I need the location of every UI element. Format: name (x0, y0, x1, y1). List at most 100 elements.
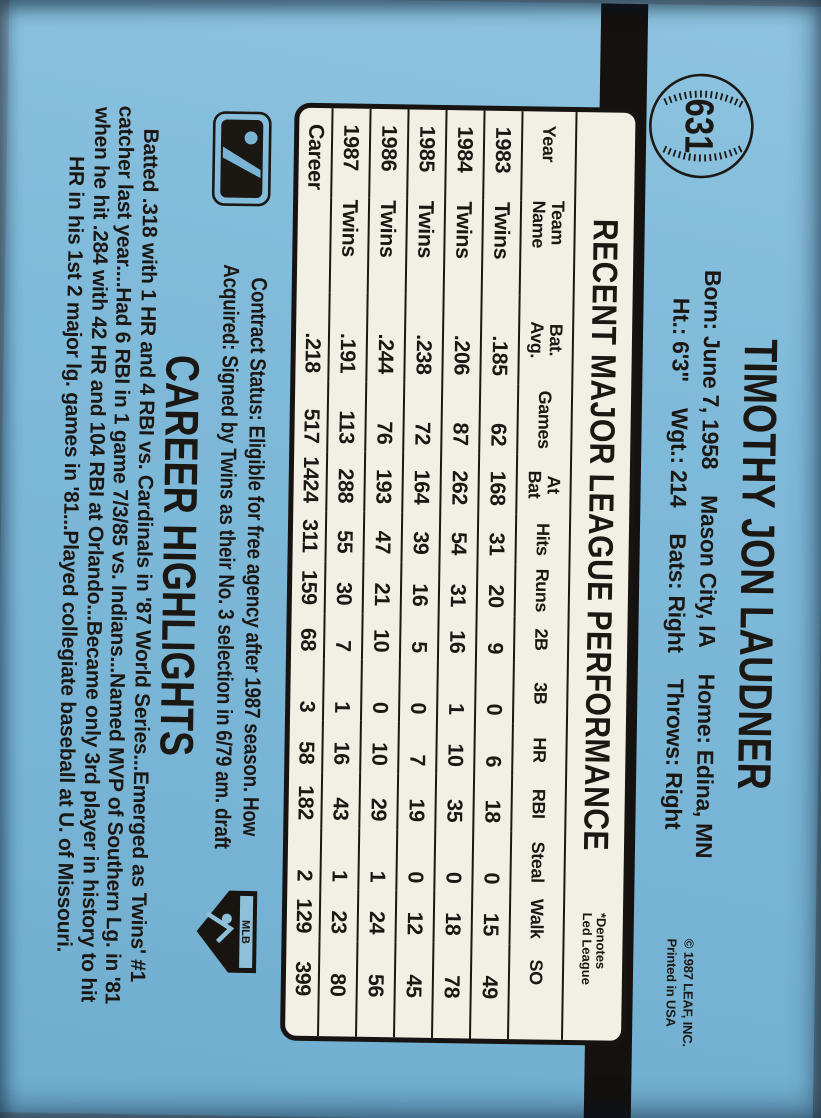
bio-birthplace: Mason City, IA (693, 494, 723, 648)
stats-cell: 0 (403, 870, 428, 883)
stats-cell: 1 (365, 870, 390, 882)
bio-home: Home: Edina, MN (690, 672, 720, 858)
stats-header-cell: RBI (528, 788, 549, 819)
stats-cell: 45 (401, 973, 426, 998)
stats-cell: 21 (369, 582, 395, 606)
stats-cell: 72 (410, 421, 435, 445)
stats-cell: .238 (411, 333, 437, 375)
bio-bats: Bats: Right (662, 532, 691, 653)
stats-cell: Twins (375, 199, 401, 258)
stats-cell: 311 (297, 518, 322, 553)
stats-cell: 5 (407, 640, 432, 653)
stats-cell: 164 (409, 469, 434, 505)
stats-header-cell: Hits (532, 522, 554, 556)
stats-cell: 3 (294, 700, 319, 712)
stats-header-cell: At Bat (523, 469, 564, 499)
stats-header-cell: Team Name (527, 199, 568, 248)
copyright-line-1: © 1987 LEAF, INC. (679, 938, 697, 1047)
stats-header-cell: Steal (527, 841, 549, 883)
stats-cell: 10 (443, 742, 468, 767)
stats-cell: 288 (333, 467, 358, 503)
stats-panel: RECENT MAJOR LEAGUE PERFORMANCE *Denotes… (279, 102, 641, 1046)
stats-header-cell: HR (529, 736, 550, 763)
stats-cell: 58 (293, 740, 319, 764)
stats-cell: 182 (292, 784, 318, 820)
mlb-logo-icon (211, 110, 272, 206)
stats-cell: 0 (368, 701, 393, 714)
stats-cell: 9 (483, 641, 508, 654)
stats-cell: 23 (326, 909, 351, 934)
card-number-baseball-icon: 631 (648, 73, 754, 178)
stats-cell: 6 (481, 754, 506, 767)
stats-cell: 87 (448, 421, 473, 446)
stats-cell: 55 (332, 529, 357, 553)
stats-cell: Career (302, 123, 328, 190)
stats-cell: 7 (331, 639, 356, 652)
stats-cell: 1424 (297, 455, 323, 503)
stats-header-cell: SO (525, 958, 547, 985)
stats-table: Year Team Name Bat. Avg. Games At Bat Hits Runs 2B… (285, 107, 576, 1039)
stats-cell: 78 (439, 974, 464, 998)
stats-cell: 0 (479, 871, 504, 884)
stats-cell: 113 (334, 409, 359, 444)
stats-header-cell: Games (534, 389, 556, 449)
stats-cell: 31 (484, 531, 509, 556)
stats-cell: 18 (480, 799, 505, 823)
stats-cell: .218 (299, 331, 325, 373)
bio-weight: Wgt.: 214 (664, 407, 693, 508)
stats-cell: 1987 (338, 123, 364, 171)
copyright-notice: © 1987 LEAF, INC. Printed in USA (661, 938, 697, 1047)
career-highlights-paragraph: Batted .318 with 1 HR and 4 RBI vs. Card… (48, 0, 164, 1114)
stats-cell: 47 (370, 530, 395, 554)
stats-cell: Twins (413, 200, 439, 258)
stats-cell: 517 (298, 407, 324, 443)
stats-cell: 16 (445, 629, 470, 654)
stats-cell: 7 (405, 753, 430, 766)
stats-cell: 16 (407, 582, 433, 607)
stats-cell: 35 (442, 798, 467, 822)
stats-cell: 168 (485, 470, 510, 506)
stats-cell: 10 (369, 628, 394, 652)
stats-cell: 43 (328, 796, 353, 821)
mlbpa-text: MLB (238, 919, 250, 943)
stats-cell: 399 (290, 960, 315, 996)
stats-cell: 39 (408, 530, 433, 555)
stats-header-cell: 3B (530, 681, 551, 705)
copyright-line-2: Printed in USA (662, 937, 680, 1027)
stats-cell: 1984 (452, 125, 478, 173)
stats-cell: Twins (451, 200, 477, 259)
stats-cell: 80 (325, 972, 350, 997)
stats-cell: 56 (363, 973, 388, 997)
stats-cell: 2 (291, 868, 317, 881)
stats-cell: 18 (440, 911, 465, 936)
stats-cell: 159 (296, 569, 321, 605)
stats-cell: .185 (487, 334, 513, 376)
stats-cell: 12 (402, 911, 427, 935)
stats-cell: 49 (477, 974, 502, 999)
led-league-note: *Denotes Led League (578, 912, 609, 985)
stats-cell: .244 (373, 332, 399, 374)
stats-header-cell: Bat. Avg. (526, 320, 566, 358)
stats-cell: 24 (364, 910, 389, 934)
stats-cell (297, 196, 330, 291)
stats-cell: 15 (478, 912, 503, 936)
stats-cell: 1985 (414, 125, 440, 172)
stats-cell: 68 (295, 627, 320, 651)
stats-header-cell: Walk (526, 898, 548, 939)
stats-cell: 1 (327, 869, 352, 882)
stats-cell: 16 (329, 740, 354, 765)
stats-header-cell: Year (538, 124, 560, 162)
stats-cell: 0 (441, 871, 466, 884)
stats-cell: 76 (372, 420, 397, 445)
stats-cell: 20 (483, 583, 509, 608)
stats-cell: .206 (449, 334, 475, 375)
stats-cell: 262 (447, 469, 472, 505)
stats-cell: Twins (337, 198, 363, 257)
stats-cell: 19 (404, 797, 429, 822)
stats-cell: 1983 (490, 126, 516, 173)
stats-cell: 1 (330, 700, 355, 713)
stats-header-cell: 2B (531, 627, 552, 651)
bio-throws: Throws: Right (659, 678, 689, 830)
stats-cell: 193 (371, 468, 396, 504)
